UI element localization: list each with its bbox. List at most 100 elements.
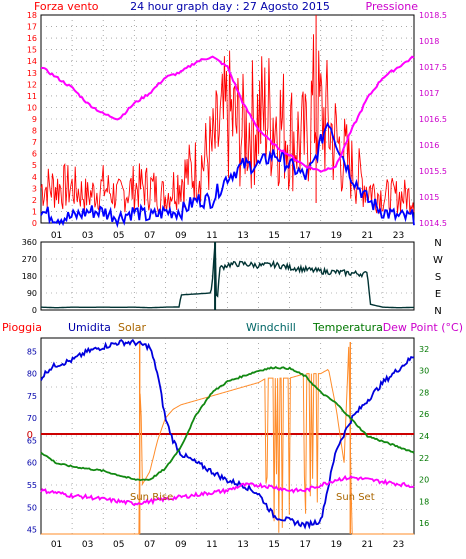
legend-dewpoint: Dew Point (°C) (383, 321, 463, 334)
wind-speed-tick: 15 (27, 46, 37, 55)
sun-set-label: Sun Set (336, 492, 375, 503)
direction-panel-series (41, 241, 414, 310)
temperature-tick: 28 (419, 388, 429, 397)
sun-rise-label: Sun Rise (130, 492, 173, 503)
pressure-tick: 1016.5 (419, 115, 447, 124)
pressure-tick: 1015 (419, 193, 439, 202)
hour-tick-label: 01 (51, 540, 62, 550)
compass-tick: S (435, 272, 441, 283)
temperature-tick: 24 (419, 432, 429, 441)
legend-rain: Pioggia (2, 321, 42, 334)
temperature-ticks: 16 18 20 22 24 26 28 30 32 (419, 345, 429, 528)
direction-degree-tick: 360 (22, 238, 37, 247)
pressure-tick: 1015.5 (419, 167, 447, 176)
humidity-tick: 50 (27, 503, 37, 512)
wind-panel-series (40, 15, 415, 229)
direction-degree-tick: 0 (32, 306, 37, 315)
humidity-tick: 55 (27, 481, 37, 490)
hour-tick-label: 09 (175, 540, 187, 550)
direction-degree-tick: 270 (22, 255, 37, 264)
pressure-tick: 1018 (419, 37, 439, 46)
compass-tick: W (433, 255, 443, 266)
hour-tick-label: 13 (237, 540, 248, 550)
direction-degree-ticks: 0 90 180 270 360 (22, 238, 37, 315)
climate-panel-grid (41, 338, 414, 534)
hour-tick-label: 23 (393, 231, 404, 241)
hour-tick-label: 07 (144, 540, 155, 550)
pressure-tick: 1018.5 (419, 11, 447, 20)
wind-speed-tick: 13 (27, 69, 37, 78)
pressure-ticks: 1014.5 1015 1015.5 1016 1016.5 1017 1017.5 1018… (419, 11, 447, 228)
pressure-tick: 1017 (419, 89, 439, 98)
temperature-tick: 32 (419, 345, 429, 354)
humidity-line (40, 338, 415, 530)
pressure-tick: 1014.5 (419, 219, 447, 228)
wind-speed-tick: 17 (27, 23, 37, 32)
wind-speed-tick: 7 (32, 138, 37, 147)
wind-speed-tick: 2 (32, 196, 37, 205)
hour-tick-label: 05 (113, 540, 124, 550)
hour-tick-label: 15 (268, 231, 279, 241)
wind-speed-tick: 5 (32, 161, 37, 170)
legend-temperature: Temperatura (312, 321, 383, 334)
wind-panel-hour-ticks: 01 03 05 07 09 11 13 15 17 19 21 23 (51, 231, 404, 241)
hour-tick-label: 21 (362, 231, 373, 241)
wind-speed-tick: 18 (27, 11, 37, 20)
wind-speed-tick: 16 (27, 34, 37, 43)
hour-tick-label: 11 (206, 540, 217, 550)
hour-tick-label: 17 (299, 540, 310, 550)
hour-tick-label: 23 (393, 540, 404, 550)
humidity-tick: 45 (27, 526, 37, 535)
pressure-tick: 1016 (419, 141, 439, 150)
legend-humidity: Umidita (68, 321, 111, 334)
humidity-tick: 80 (27, 370, 37, 379)
temperature-tick: 16 (419, 519, 429, 528)
rain-zero-label: 0 (27, 430, 33, 441)
hour-tick-label: 15 (268, 540, 279, 550)
legend-windchill: Windchill (246, 321, 296, 334)
hour-tick-label: 21 (362, 540, 373, 550)
wind-speed-tick: 1 (32, 207, 37, 216)
wind-gust-line (40, 34, 415, 215)
left-axis-label: Forza vento (34, 0, 99, 13)
direction-degree-tick: 180 (22, 272, 37, 281)
hour-tick-label: 19 (331, 231, 343, 241)
solar-line (41, 346, 414, 535)
climate-legend: Pioggia Umidita Solar Windchill Temperat… (2, 321, 463, 334)
wind-speed-tick: 8 (32, 127, 37, 136)
dewpoint-line (40, 474, 415, 507)
wind-speed-tick: 12 (27, 80, 37, 89)
wind-direction-line (41, 241, 414, 309)
wind-average-line (40, 121, 415, 229)
hour-tick-label: 07 (144, 231, 155, 241)
compass-tick: N (434, 238, 441, 249)
wind-speed-tick: 6 (32, 150, 37, 159)
hour-tick-label: 03 (82, 540, 93, 550)
hour-tick-label: 03 (82, 231, 93, 241)
temperature-line (40, 366, 415, 482)
direction-panel-grid (41, 242, 414, 310)
hour-tick-label: 11 (206, 231, 217, 241)
hour-tick-label: 05 (113, 231, 124, 241)
hour-tick-label: 13 (237, 231, 248, 241)
temperature-tick: 20 (419, 476, 429, 485)
humidity-tick: 70 (27, 414, 37, 423)
humidity-ticks: 45 50 55 60 65 70 75 80 85 (27, 347, 37, 534)
temperature-tick: 30 (419, 367, 429, 376)
temperature-tick: 22 (419, 454, 429, 463)
wind-speed-tick: 10 (27, 103, 37, 112)
wind-speed-tick: 4 (32, 173, 37, 182)
hour-tick-label: 17 (299, 231, 310, 241)
humidity-tick: 75 (27, 392, 37, 401)
climate-panel-series (40, 338, 415, 535)
temperature-tick: 18 (419, 497, 429, 506)
wind-speed-tick: 11 (27, 92, 37, 101)
compass-tick: E (435, 289, 441, 300)
hour-tick-label: 19 (331, 540, 343, 550)
